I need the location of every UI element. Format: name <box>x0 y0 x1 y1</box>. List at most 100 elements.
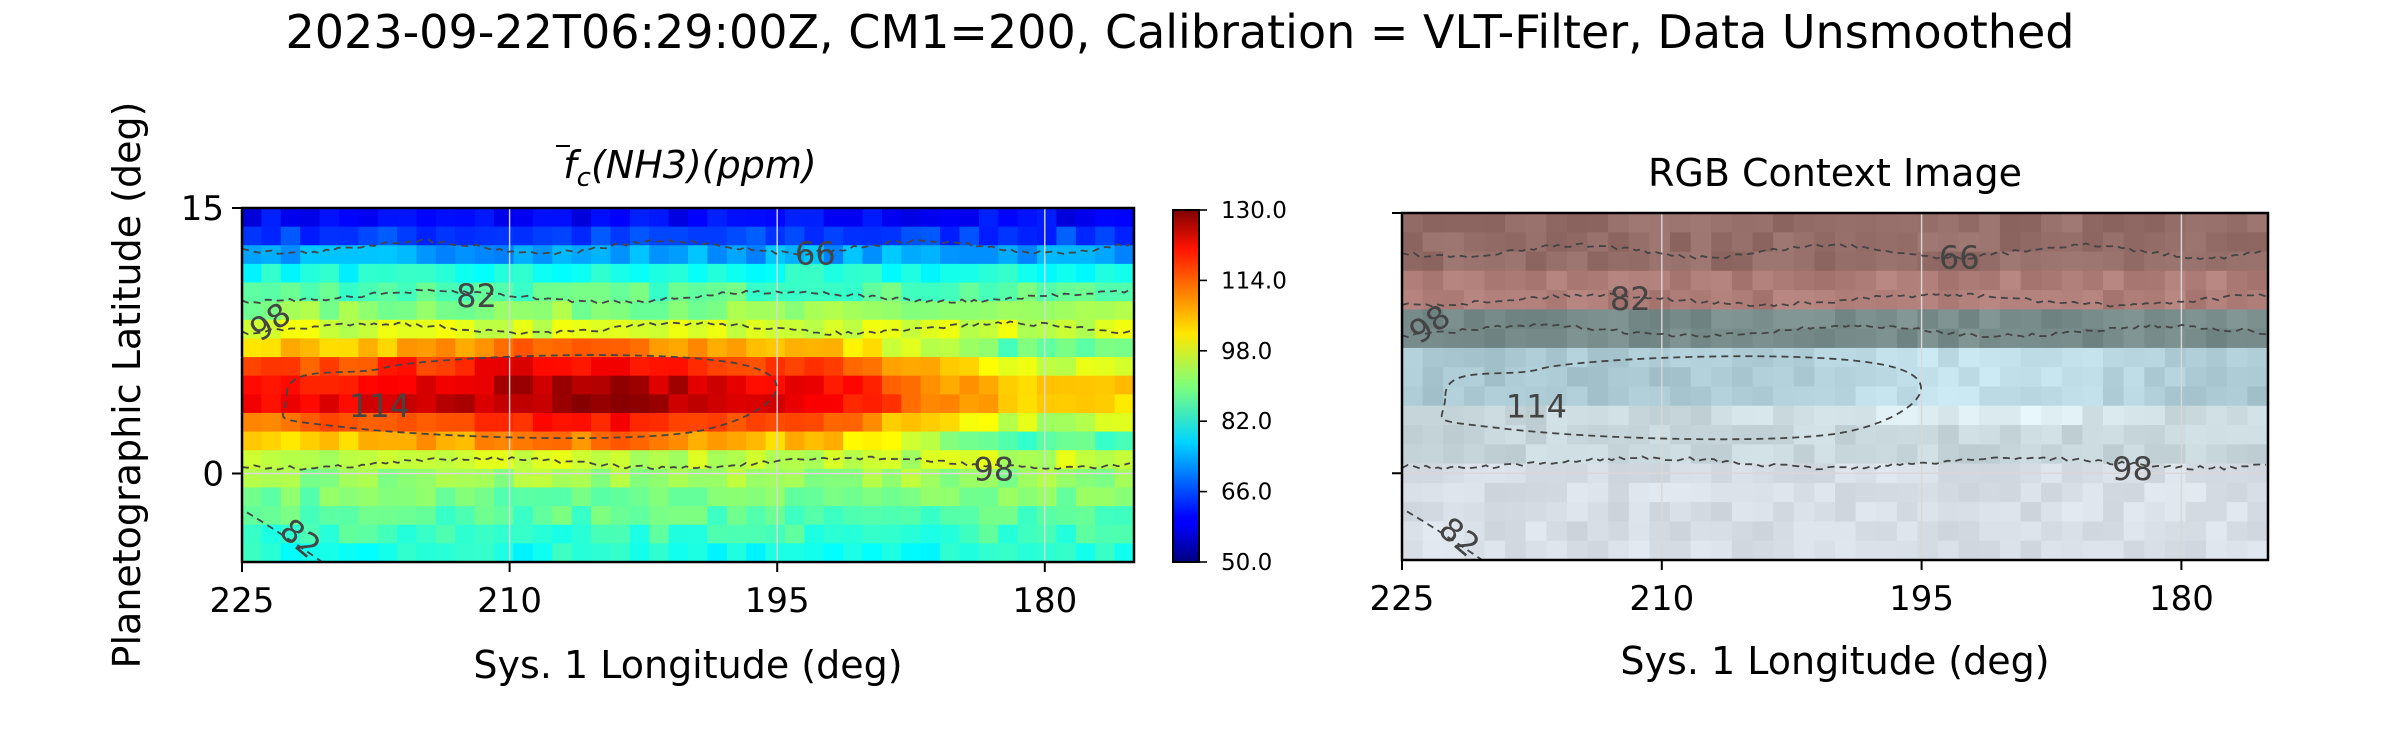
image-pixel <box>2082 482 2104 503</box>
heatmap-cell <box>746 375 767 395</box>
heatmap-cell <box>1037 487 1058 507</box>
image-pixel <box>2103 482 2125 503</box>
image-pixel <box>2123 425 2145 445</box>
image-pixel <box>1525 482 1547 503</box>
image-pixel <box>1958 309 1980 330</box>
image-pixel <box>1938 405 1960 426</box>
heatmap-cell <box>571 357 592 377</box>
image-pixel <box>1711 309 1733 330</box>
heatmap-cell <box>1056 487 1077 507</box>
image-pixel <box>1443 290 1465 310</box>
heatmap-cell <box>571 226 592 246</box>
heatmap-cell <box>571 468 592 489</box>
image-pixel <box>1484 213 1506 233</box>
heatmap-cell <box>901 412 922 433</box>
image-pixel <box>2144 502 2166 523</box>
image-pixel <box>1402 540 1424 560</box>
heatmap-cell <box>784 208 805 228</box>
heatmap-cell <box>1017 375 1038 395</box>
image-pixel <box>1690 232 1712 253</box>
heatmap-cell <box>532 543 553 562</box>
heatmap-cell <box>358 226 379 246</box>
heatmap-cell <box>765 282 786 302</box>
heatmap-cell <box>280 301 301 321</box>
heatmap-cell <box>591 301 612 321</box>
heatmap-cell <box>532 263 553 284</box>
heatmap-cell <box>843 524 864 544</box>
image-pixel <box>1670 386 1692 407</box>
image-pixel <box>1587 270 1609 291</box>
image-pixel <box>2123 444 2145 465</box>
image-pixel <box>1917 521 1939 542</box>
heatmap-cell <box>1114 319 1134 340</box>
image-pixel <box>1752 328 1774 349</box>
heatmap-cell <box>901 543 922 562</box>
image-pixel <box>1814 405 1836 426</box>
image-pixel <box>1546 213 1568 233</box>
contour-line <box>1402 455 2267 471</box>
heatmap-cell <box>1075 338 1096 358</box>
heatmap-cell <box>765 338 786 358</box>
image-pixel <box>1773 290 1795 310</box>
heatmap-cell <box>591 450 612 470</box>
heatmap-cell <box>1114 468 1134 489</box>
image-pixel <box>2164 232 2187 253</box>
image-pixel <box>2164 328 2187 349</box>
heatmap-cell <box>397 375 418 395</box>
image-pixel <box>1690 270 1712 291</box>
heatmap-cell <box>998 375 1019 395</box>
image-pixel <box>1793 328 1815 349</box>
image-pixel <box>1752 367 1774 388</box>
image-pixel <box>1690 251 1712 272</box>
heatmap-cell <box>455 412 476 433</box>
image-pixel <box>2206 425 2228 445</box>
heatmap-cell <box>765 468 786 489</box>
heatmap-cell <box>552 450 573 470</box>
image-pixel <box>1566 232 1589 253</box>
heatmap-cell <box>978 263 999 284</box>
heatmap-cell <box>494 319 515 340</box>
heatmap-cell <box>242 263 262 284</box>
contour-line-114 <box>1440 355 1922 441</box>
heatmap-cell <box>532 412 553 433</box>
heatmap-cell <box>513 338 534 358</box>
heatmap-cell <box>649 543 670 562</box>
heatmap-cell <box>901 208 922 228</box>
image-pixel <box>2164 425 2187 445</box>
image-pixel <box>1587 444 1609 465</box>
image-pixel <box>1608 425 1630 445</box>
image-pixel <box>1835 482 1857 503</box>
heatmap-cell <box>649 357 670 377</box>
image-pixel <box>1731 347 1754 368</box>
heatmap-cell <box>901 357 922 377</box>
heatmap-cell <box>668 431 689 451</box>
image-pixel <box>1979 213 2001 233</box>
colorbar-gradient <box>1172 209 1200 563</box>
image-pixel <box>2020 502 2042 523</box>
heatmap-cell <box>978 506 999 526</box>
heatmap-cell <box>455 263 476 284</box>
heatmap-cell <box>649 338 670 358</box>
heatmap-cell <box>571 524 592 544</box>
heatmap-cell <box>688 543 708 562</box>
image-pixel <box>1711 290 1733 310</box>
heatmap-cell <box>726 263 747 284</box>
heatmap-cell <box>1095 226 1116 246</box>
heatmap-cell <box>571 506 592 526</box>
heatmap-cell <box>920 394 941 414</box>
image-pixel <box>2020 251 2042 272</box>
image-pixel <box>2123 232 2145 253</box>
image-pixel <box>1855 386 1877 407</box>
heatmap-cell <box>532 487 553 507</box>
heatmap-cell <box>1037 450 1058 470</box>
image-pixel <box>2041 425 2063 445</box>
image-pixel <box>1587 521 1609 542</box>
heatmap-cell <box>300 394 321 414</box>
image-pixel <box>1690 347 1712 368</box>
image-pixel <box>1979 251 2001 272</box>
heatmap-cell <box>881 506 902 526</box>
heatmap-cell <box>591 468 612 489</box>
heatmap-cell <box>707 338 728 358</box>
image-pixel <box>1463 540 1486 560</box>
